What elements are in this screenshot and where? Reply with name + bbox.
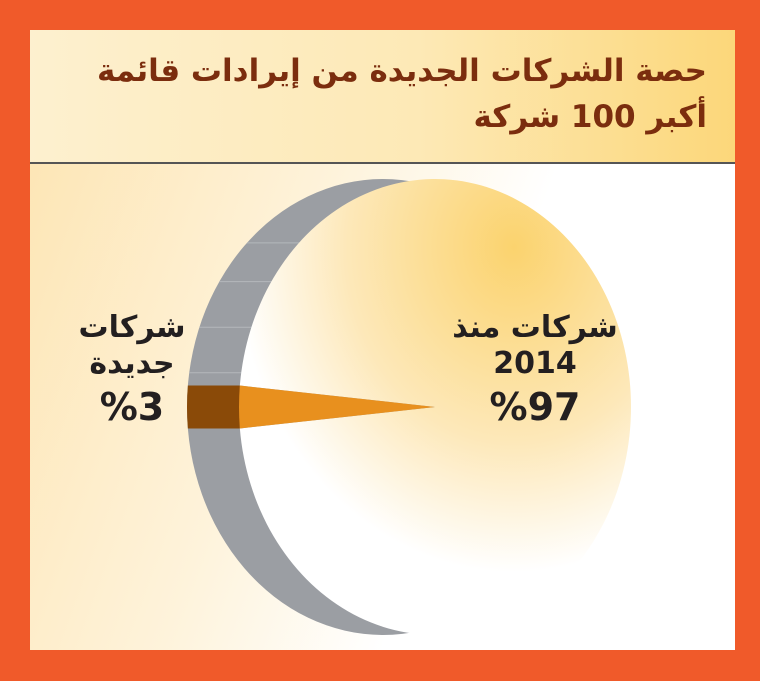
slice-name-new: شركات جديدة [78, 310, 186, 381]
pie-chart [187, 179, 631, 635]
chart-title: حصة الشركات الجديدة من إيرادات قائمة أكب… [96, 53, 707, 135]
slice-edge-new [187, 385, 240, 429]
pie-slice-old-companies [239, 179, 631, 635]
slice-value-new: %3 [99, 385, 165, 429]
infographic-card: حصة الشركات الجديدة من إيرادات قائمة أكب… [30, 30, 735, 650]
slice-name-old: شركات منذ 2014 [452, 310, 618, 381]
slice-value-old: %97 [489, 385, 581, 429]
slice-label-old-companies: شركات منذ 2014 %97 [430, 310, 640, 430]
title-banner: حصة الشركات الجديدة من إيرادات قائمة أكب… [30, 30, 735, 164]
slice-label-new-companies: شركات جديدة %3 [52, 310, 212, 430]
pie-slice-new-companies [239, 385, 435, 429]
pie-side-lines [189, 242, 303, 374]
